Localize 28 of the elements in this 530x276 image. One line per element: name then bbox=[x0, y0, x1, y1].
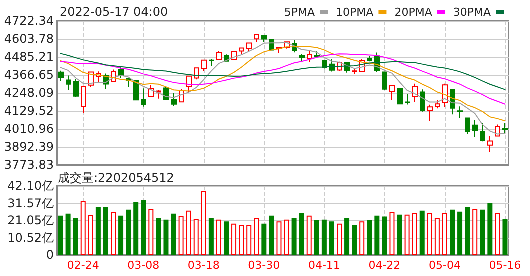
x-tick-label: 03-08 bbox=[128, 259, 160, 272]
y-tick-label: 42.10亿 bbox=[8, 179, 54, 193]
y-tick-label: 31.57亿 bbox=[8, 196, 54, 210]
text: 成交量:2202054512 bbox=[58, 171, 174, 185]
y-tick-label: 4603.78 bbox=[4, 32, 54, 46]
y-tick-label: 0 bbox=[46, 248, 54, 262]
y-tick-label: 4129.52 bbox=[4, 104, 54, 118]
x-tick-label: 02-24 bbox=[67, 259, 100, 272]
legend-label: 5PMA bbox=[284, 6, 316, 19]
x-tick-label: 04-11 bbox=[308, 259, 340, 272]
y-tick-label: 4366.65 bbox=[4, 68, 54, 82]
y-tick-label: 4248.09 bbox=[4, 86, 54, 100]
x-tick-label: 03-30 bbox=[248, 259, 280, 272]
y-tick-label: 3773.83 bbox=[4, 158, 54, 172]
x-tick-label: 05-16 bbox=[489, 259, 522, 272]
y-tick-label: 4722.34 bbox=[4, 14, 54, 28]
y-tick-label: 10.52亿 bbox=[8, 230, 54, 245]
legend-label: 20PMA bbox=[394, 6, 433, 19]
legend-label: 10PMA bbox=[336, 6, 374, 19]
x-tick-label: 04-22 bbox=[368, 259, 401, 272]
x-tick-label: 03-18 bbox=[188, 259, 220, 272]
y-tick-label: 4010.96 bbox=[4, 122, 54, 136]
legend-label: 30PMA bbox=[453, 6, 492, 19]
y-tick-label: 21.05亿 bbox=[8, 214, 54, 228]
y-tick-label: 4485.21 bbox=[4, 50, 54, 64]
y-tick-label: 3892.39 bbox=[4, 140, 54, 154]
chart-title: 2022-05-17 04:00 bbox=[60, 5, 168, 19]
x-tick-label: 05-04 bbox=[428, 259, 461, 272]
